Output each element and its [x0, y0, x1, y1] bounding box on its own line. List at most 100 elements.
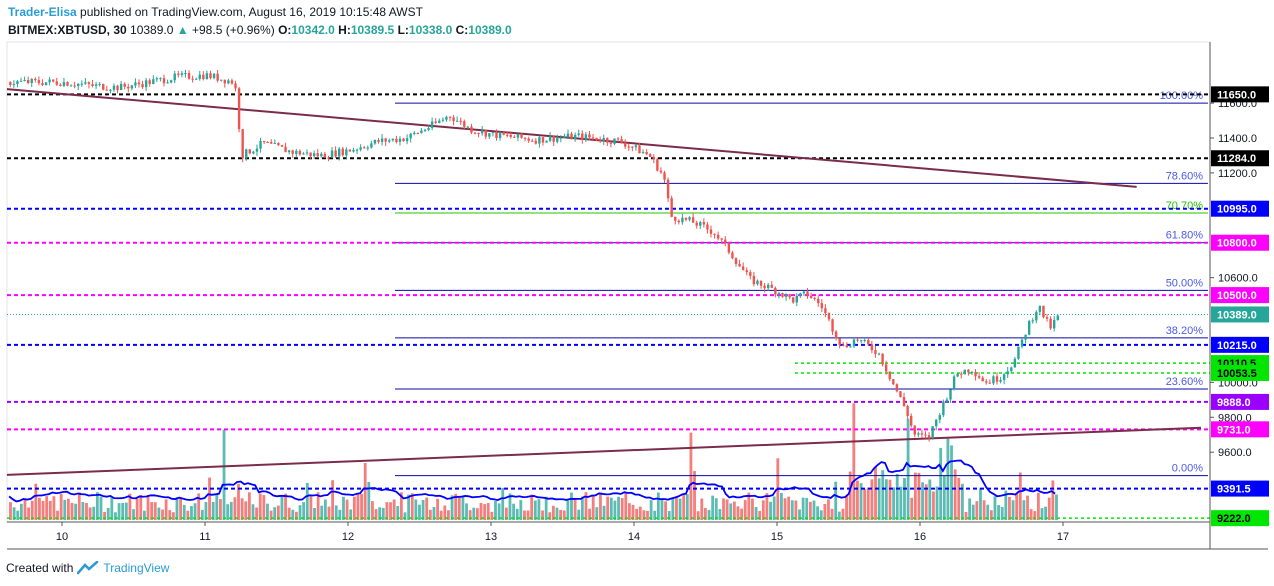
volume-bar [707, 509, 711, 520]
volume-bar [439, 510, 443, 520]
candle-body [166, 82, 169, 84]
volume-bar [537, 499, 541, 520]
candle-body [320, 153, 323, 157]
candle-body [41, 83, 44, 86]
fibonacci-retracement[interactable]: 100.00% 78.60% 70.70% 61.80% 50.00% 38.20% 23.… [395, 90, 1208, 477]
volume-bar [12, 507, 16, 520]
candle-body [234, 83, 237, 89]
candle-body [974, 372, 977, 377]
horizontal-levels[interactable] [7, 93, 1210, 519]
volume-bar [146, 495, 150, 520]
candle-body [588, 134, 591, 138]
candle-body [638, 145, 641, 154]
candle-body [109, 89, 112, 91]
volume-bar [523, 510, 526, 520]
fib-level-label: 61.80% [1166, 230, 1204, 242]
volume-bar [132, 509, 135, 520]
candle-body [169, 80, 173, 83]
candle-body [598, 140, 602, 142]
candle-body [1013, 358, 1017, 368]
volume-bar [624, 492, 628, 520]
volume-bar [512, 503, 515, 520]
candle-body [55, 81, 58, 85]
candle-body [752, 275, 756, 285]
candle-body [952, 376, 956, 390]
candle-body [262, 141, 266, 143]
volume-bar [284, 493, 287, 520]
candle-body [563, 137, 566, 139]
candle-body [405, 138, 409, 142]
volume-bar [780, 492, 783, 520]
volume-bar [638, 506, 642, 520]
candle-body [69, 85, 73, 87]
volume-bar [964, 511, 968, 520]
candle-body [59, 84, 62, 86]
candle-body [495, 132, 498, 139]
tradingview-brand[interactable]: TradingView [103, 561, 170, 575]
volume-bar [494, 500, 497, 520]
candle-body [287, 150, 291, 153]
candle-body [480, 130, 484, 134]
candle-body [538, 137, 541, 144]
volume-bar [128, 493, 132, 520]
volume-bar [754, 506, 758, 520]
candle-body [98, 84, 101, 86]
volume-bar [110, 496, 114, 520]
candle-body [252, 151, 255, 154]
level-label-text: 10500.0 [1217, 290, 1257, 302]
volume-bar [88, 507, 92, 520]
level-label-box [1211, 306, 1269, 323]
candle-body [967, 369, 970, 373]
volume-bar [363, 463, 367, 520]
volume-bar [718, 509, 722, 520]
candle-body [917, 433, 920, 435]
volume-bar [863, 489, 867, 520]
volume-bar [602, 505, 606, 520]
candle-body [709, 229, 713, 234]
trendlines[interactable] [6, 88, 1202, 476]
volume-bar [1051, 480, 1055, 520]
volume-bar [747, 492, 751, 520]
volume-bar [530, 494, 534, 520]
volume-bar [255, 507, 259, 520]
candle-body [1045, 317, 1049, 319]
candle-body [348, 149, 352, 152]
candle-body [116, 85, 119, 91]
candle-body [531, 140, 534, 142]
candle-body [513, 136, 516, 138]
volume-bar [67, 498, 70, 520]
volume-bar [1047, 497, 1051, 520]
x-tick-label: 12 [342, 531, 354, 543]
volume-bar [971, 504, 975, 520]
volume-bar [276, 505, 280, 520]
volume-bar [106, 507, 110, 520]
volume-bar [950, 445, 953, 520]
candle-body [295, 150, 298, 154]
candle-body [570, 133, 573, 140]
volume-bar [588, 508, 591, 520]
volume-bar [81, 502, 85, 520]
volume-bar [903, 477, 906, 520]
volume-bar [1055, 494, 1058, 520]
candle-body [552, 136, 555, 142]
author-name[interactable]: Trader-Elisa [8, 5, 77, 19]
fib-level-label: 38.20% [1166, 325, 1204, 337]
candle-body [749, 272, 752, 276]
volume-bar [302, 502, 306, 520]
volume-bar [1044, 506, 1048, 520]
open-value: 10342.0 [291, 23, 335, 37]
candle-body [498, 132, 502, 139]
candle-body [459, 120, 462, 122]
volume-bars [9, 403, 1058, 520]
last-price: 10389.0 [130, 23, 174, 37]
candle-body [87, 82, 91, 85]
candle-body [774, 287, 777, 295]
candle-body [220, 79, 223, 81]
volume-bar [465, 503, 468, 520]
candle-body [1024, 334, 1027, 340]
candle-body [867, 340, 870, 345]
candle-body [62, 82, 66, 86]
level-label-box [1211, 365, 1269, 382]
candle-body [473, 132, 477, 134]
